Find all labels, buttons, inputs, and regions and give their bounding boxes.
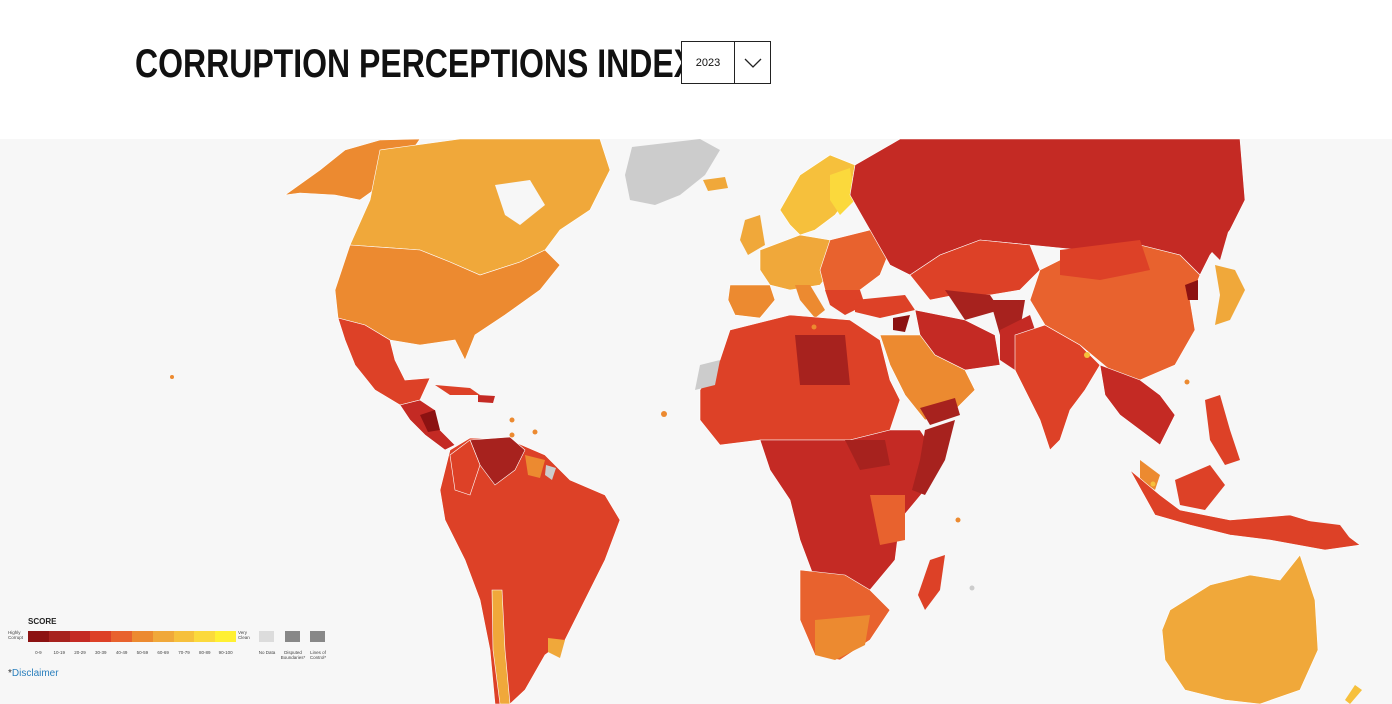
region-png[interactable] [1300,520,1355,548]
region-mongolia[interactable] [1060,240,1150,280]
region-south-sudan[interactable] [845,440,890,470]
legend-tick: 30-39 [95,650,107,655]
region-central-africa[interactable] [759,429,941,601]
legend-tick: 80-89 [199,650,211,655]
island-marker[interactable] [661,411,667,417]
region-uk[interactable] [740,215,765,255]
legend-swatch [69,631,91,642]
header: CORRUPTION PERCEPTIONS INDEX 2023 [0,0,1392,139]
legend-swatch [131,631,153,642]
region-iberia[interactable] [727,284,776,319]
island-marker[interactable] [509,432,515,438]
year-select[interactable]: 2023 [681,41,771,84]
region-north-korea[interactable] [1185,280,1198,300]
legend-swatch [90,631,112,642]
region-cuba[interactable] [435,385,480,395]
region-finland[interactable] [830,168,855,215]
legend-high-label: Very Clean [238,630,250,640]
disclaimer-asterisk: * [8,668,12,679]
region-western-sahara[interactable] [695,360,720,390]
island-marker[interactable] [811,324,817,330]
legend-lines-label: Lines of Control* [309,650,327,660]
chevron-down-icon[interactable] [735,42,770,83]
year-select-value: 2023 [682,42,735,83]
region-uruguay[interactable] [548,638,565,658]
region-central-asia[interactable] [909,239,1041,301]
region-arabia[interactable] [879,334,976,421]
region-madagascar[interactable] [918,555,945,610]
legend-tick: 50-59 [136,650,149,655]
page-title: CORRUPTION PERCEPTIONS INDEX [135,42,696,86]
region-kamchatka[interactable] [1205,210,1230,260]
legend-title: SCORE [28,617,57,626]
region-australia[interactable] [1161,554,1319,704]
legend-swatch [152,631,174,642]
legend-tick: 10-19 [53,650,65,655]
region-southeast-asia[interactable] [1099,364,1176,446]
legend-swatch [48,631,70,642]
region-libya[interactable] [795,335,850,385]
region-hispaniola[interactable] [478,395,495,403]
legend-low-label: Highly Corrupt [8,630,24,640]
region-syria[interactable] [893,315,910,332]
legend-tick: 70-79 [178,650,190,655]
region-nicaragua[interactable] [420,410,440,432]
legend-color-bar [28,631,236,642]
disclaimer-label: Disclaimer [11,668,59,679]
region-chile[interactable] [491,589,511,704]
region-borneo[interactable] [1175,465,1225,510]
legend-tick: 40-49 [115,650,128,655]
legend-disputed-swatch [285,631,300,642]
region-greenland[interactable] [625,139,720,205]
region-russia[interactable] [849,139,1246,276]
region-east-africa[interactable] [870,495,905,545]
island-marker[interactable] [969,585,975,591]
world-map[interactable] [0,139,1392,704]
region-turkmenistan[interactable] [945,290,1000,320]
region-iceland[interactable] [703,177,728,191]
legend-tick: 90-100 [218,650,233,655]
legend-swatch [194,631,216,642]
legend-swatch [215,631,236,642]
region-mexico[interactable] [337,317,431,406]
hudson-bay [495,180,545,225]
region-indonesia[interactable] [1129,469,1361,551]
island-marker[interactable] [1084,352,1090,358]
legend-no-data-label: No Data [258,650,276,655]
island-marker[interactable] [532,429,538,435]
legend-swatch [173,631,195,642]
legend-lines-swatch [310,631,325,642]
world-map-svg[interactable] [0,139,1392,704]
region-italy[interactable] [795,285,825,318]
disclaimer-link[interactable]: *Disclaimer [8,668,59,679]
region-new-zealand[interactable] [1345,685,1362,704]
island-marker[interactable] [509,417,515,423]
legend: SCORE Highly Corrupt Very Clean 0-9 10-1… [8,617,338,667]
legend-tick: 20-29 [74,650,86,655]
legend-swatch [28,631,49,642]
region-turkey[interactable] [855,295,915,318]
region-somalia[interactable] [912,420,955,495]
region-guyana[interactable] [525,455,545,478]
region-western-europe[interactable] [759,234,841,291]
legend-no-data-swatch [259,631,274,642]
island-marker[interactable] [170,375,174,379]
region-japan[interactable] [1215,265,1245,325]
legend-swatch [111,631,132,642]
region-south-africa[interactable] [815,615,870,660]
island-marker[interactable] [1150,481,1156,487]
island-marker[interactable] [955,517,961,523]
region-yemen[interactable] [920,398,960,425]
legend-tick: 60-69 [157,650,169,655]
region-china[interactable] [1029,244,1201,381]
island-marker[interactable] [1184,379,1190,385]
legend-tick: 0-9 [35,650,42,655]
region-philippines[interactable] [1205,395,1240,465]
region-colombia[interactable] [449,439,481,496]
legend-disputed-label: Disputed Boundaries* [280,650,306,660]
region-french-guiana[interactable] [545,465,556,480]
legend-ticks: 0-9 10-19 20-29 30-39 40-49 50-59 60-69 … [28,650,236,655]
